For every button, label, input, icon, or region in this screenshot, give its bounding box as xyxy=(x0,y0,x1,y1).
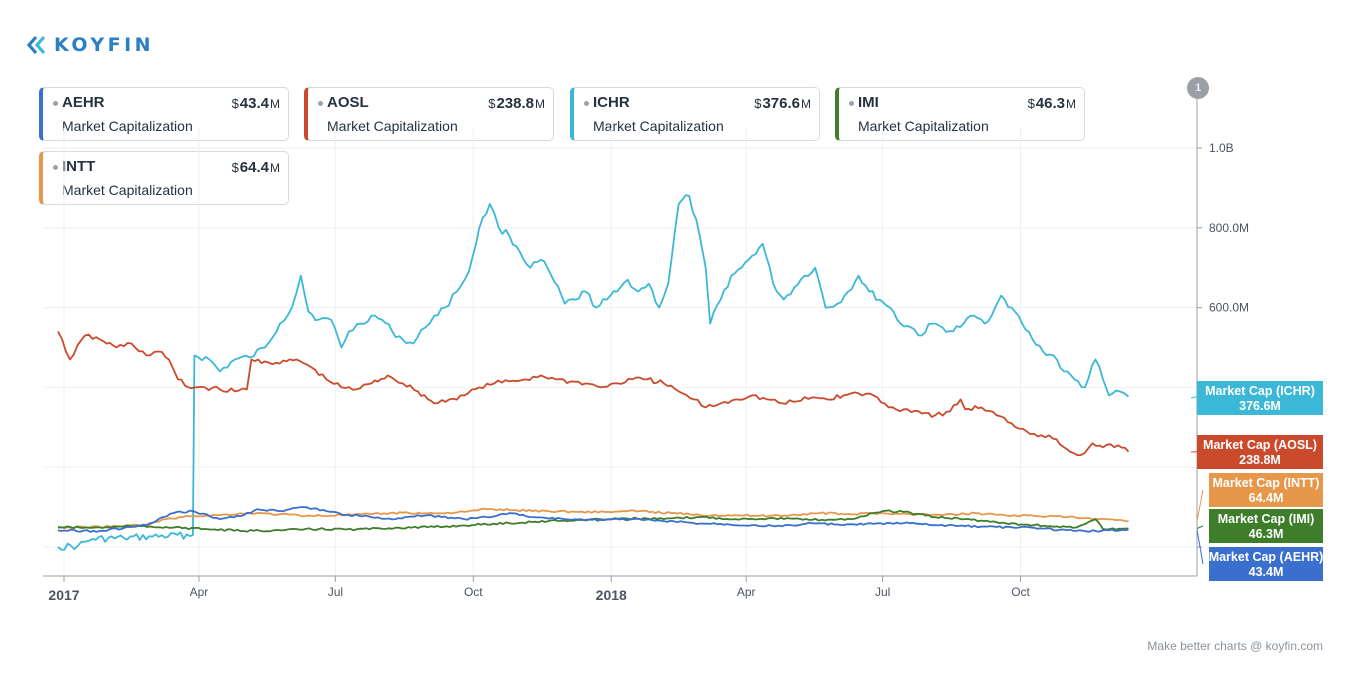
end-label-name: Market Cap (AOSL) xyxy=(1203,438,1317,452)
series-line-ichr xyxy=(57,194,1130,551)
end-label-name: Market Cap (INTT) xyxy=(1213,476,1320,490)
y-tick-label: 800.0M xyxy=(1209,221,1249,235)
end-label-box-aosl[interactable] xyxy=(1197,435,1323,469)
legend-value: $64.4M xyxy=(231,159,280,176)
x-tick-label: Apr xyxy=(737,585,756,599)
end-label-box-imi[interactable] xyxy=(1209,509,1323,543)
end-label-value: 238.8M xyxy=(1239,453,1281,467)
legend-value: $46.3M xyxy=(1027,95,1076,112)
series-line-aosl xyxy=(57,331,1130,457)
legend-dot xyxy=(849,101,854,106)
legend-dot xyxy=(53,165,58,170)
series-line-intt xyxy=(57,507,1129,529)
end-label-connector xyxy=(1190,396,1198,399)
legend-ticker: ICHR xyxy=(593,94,630,111)
end-label-name: Market Cap (ICHR) xyxy=(1205,384,1315,398)
legend-card-aehr[interactable]: AEHR $43.4M Market Capitalization xyxy=(39,87,289,141)
legend-metric: Market Capitalization xyxy=(593,118,724,134)
legend-value: $43.4M xyxy=(231,95,280,112)
end-label-name: Market Cap (AEHR) xyxy=(1209,550,1324,564)
x-tick-label: 2017 xyxy=(48,587,79,603)
end-label-name: Market Cap (IMI) xyxy=(1218,512,1315,526)
series-count-badge[interactable]: 1 xyxy=(1187,77,1209,99)
x-tick-label: Apr xyxy=(190,585,209,599)
legend-value: $376.6M xyxy=(754,95,811,112)
end-label-box-intt[interactable] xyxy=(1209,473,1323,507)
legend-card-aosl[interactable]: AOSL $238.8M Market Capitalization xyxy=(304,87,554,141)
end-label-value: 46.3M xyxy=(1249,527,1284,541)
legend-card-imi[interactable]: IMI $46.3M Market Capitalization xyxy=(835,87,1085,141)
y-tick-label: 600.0M xyxy=(1209,301,1249,315)
legend-ticker: INTT xyxy=(62,158,96,175)
end-label-value: 43.4M xyxy=(1249,565,1284,579)
series-line-aehr xyxy=(57,506,1129,533)
legend-metric: Market Capitalization xyxy=(327,118,458,134)
legend-card-intt[interactable]: INTT $64.4M Market Capitalization xyxy=(39,151,289,205)
x-tick-label: Oct xyxy=(1011,585,1030,599)
x-tick-label: 2018 xyxy=(596,587,627,603)
x-tick-label: Oct xyxy=(464,585,483,599)
legend-value: $238.8M xyxy=(488,95,545,112)
koyfin-chevron-icon xyxy=(26,35,46,55)
end-label-connector xyxy=(1196,525,1204,529)
x-tick-label: Jul xyxy=(875,585,890,599)
end-label-connector xyxy=(1196,529,1204,565)
end-label-connector xyxy=(1196,489,1204,522)
legend-metric: Market Capitalization xyxy=(62,118,193,134)
end-label-value: 376.6M xyxy=(1239,399,1281,413)
legend-ticker: AOSL xyxy=(327,94,369,111)
legend-dot xyxy=(53,101,58,106)
brand-name: KOYFIN xyxy=(54,34,155,56)
legend-metric: Market Capitalization xyxy=(858,118,989,134)
end-label-value: 64.4M xyxy=(1249,491,1284,505)
legend-metric: Market Capitalization xyxy=(62,182,193,198)
legend-ticker: AEHR xyxy=(62,94,105,111)
koyfin-logo[interactable]: KOYFIN xyxy=(26,32,154,58)
legend-ticker: IMI xyxy=(858,94,879,111)
end-label-box-aehr[interactable] xyxy=(1209,547,1323,581)
y-tick-label: 1.0B xyxy=(1209,141,1234,155)
legend-dot xyxy=(584,101,589,106)
footer-credit[interactable]: Make better charts @ koyfin.com xyxy=(1147,639,1323,653)
x-tick-label: Jul xyxy=(328,585,343,599)
end-label-box-ichr[interactable] xyxy=(1197,381,1323,415)
legend-dot xyxy=(318,101,323,106)
